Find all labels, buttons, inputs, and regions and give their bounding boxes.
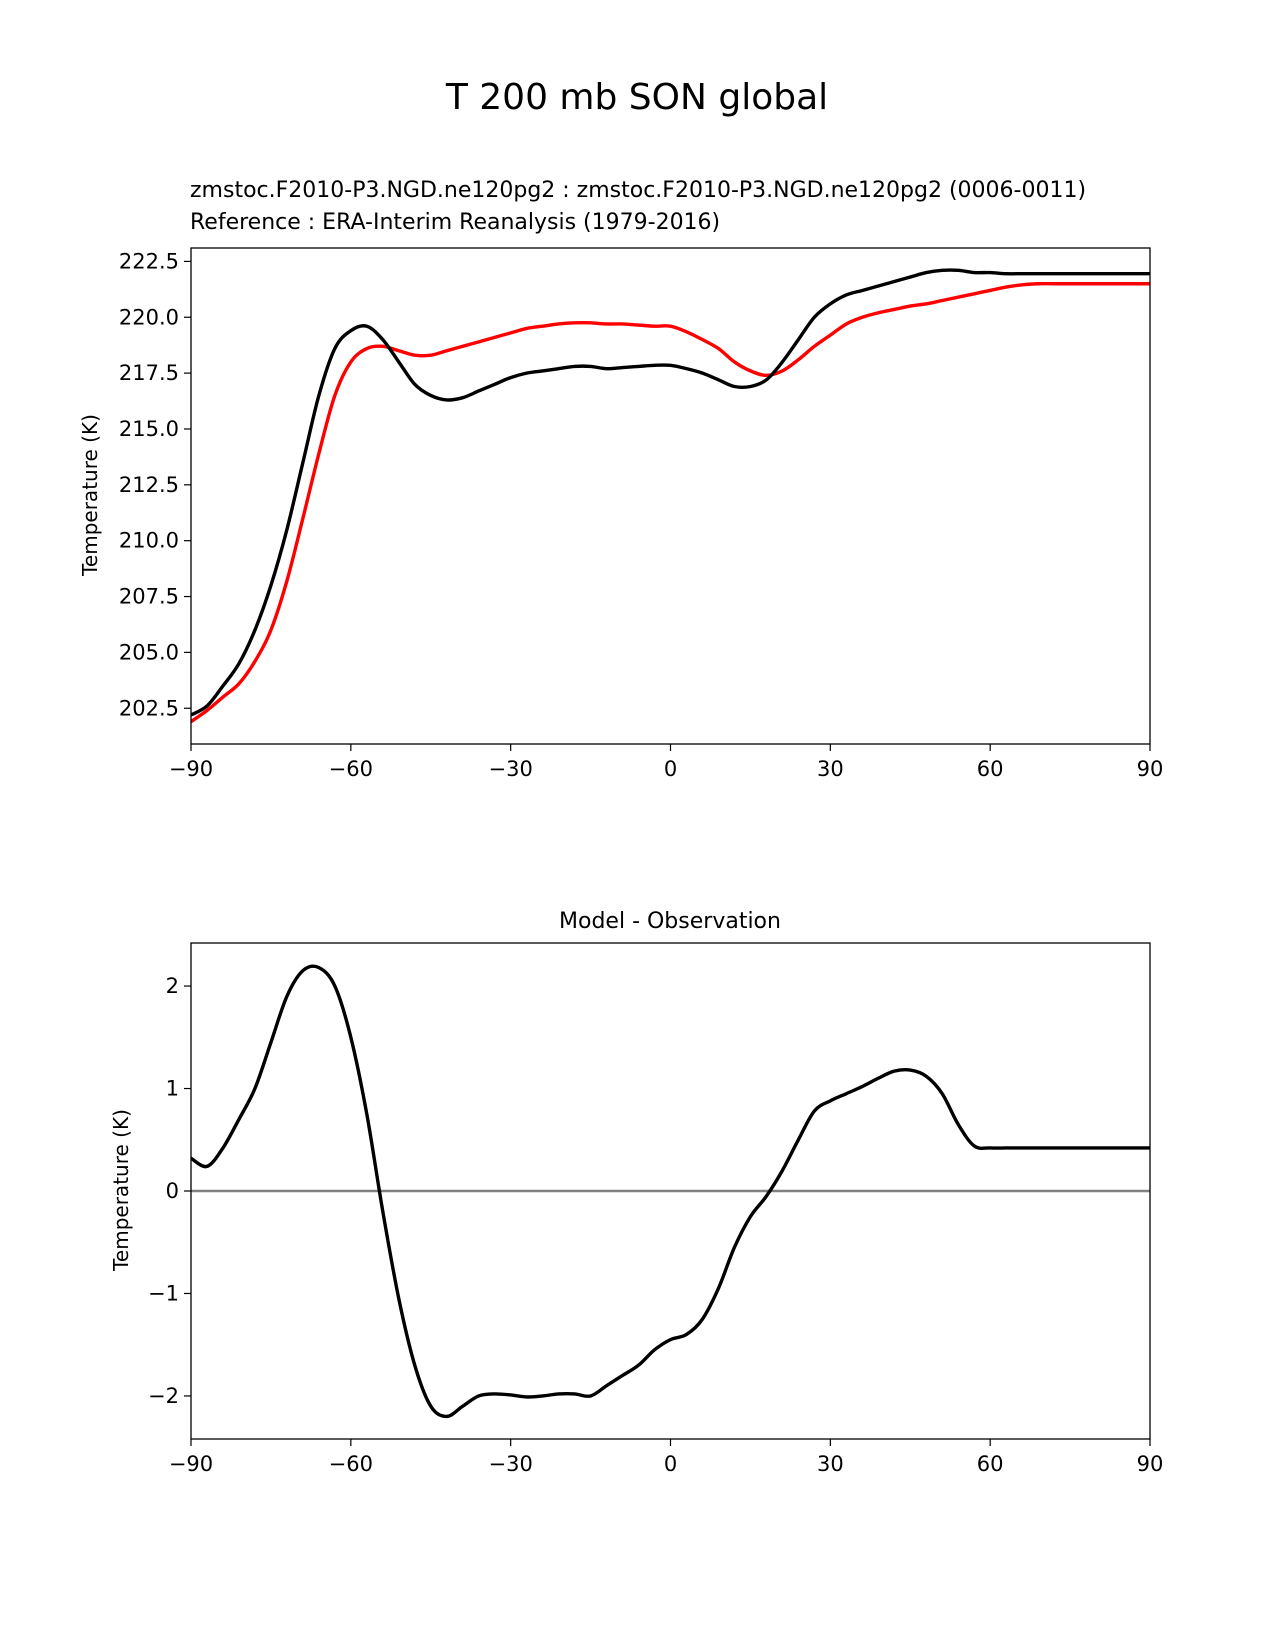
x-tick-label: 0 xyxy=(664,757,677,781)
top-y-axis-label: Temperature (K) xyxy=(78,414,102,577)
y-tick-label: 222.5 xyxy=(119,249,179,273)
x-tick-label: −90 xyxy=(169,757,213,781)
x-tick-label: 30 xyxy=(817,1452,844,1476)
y-tick-label: 215.0 xyxy=(119,417,179,441)
x-tick-label: 90 xyxy=(1137,1452,1164,1476)
bottom-y-axis-label: Temperature (K) xyxy=(109,1109,133,1272)
y-tick-label: 0 xyxy=(166,1179,179,1203)
x-tick-label: −60 xyxy=(329,1452,373,1476)
series-line-model-observation xyxy=(191,964,1150,1419)
x-tick-label: 60 xyxy=(977,1452,1004,1476)
y-tick-label: 217.5 xyxy=(119,361,179,385)
bottom-panel-title: Model - Observation xyxy=(559,909,781,934)
y-tick-label: −2 xyxy=(148,1384,179,1408)
y-tick-label: 202.5 xyxy=(119,696,179,720)
y-tick-label: 220.0 xyxy=(119,305,179,329)
x-tick-label: 60 xyxy=(977,757,1004,781)
x-tick-label: 0 xyxy=(664,1452,677,1476)
series-line-era-interim-reanalysis xyxy=(191,281,1150,724)
y-tick-label: 1 xyxy=(166,1077,179,1101)
bottom-panel: Model - Observation Temperature (K) −90 −… xyxy=(109,909,1163,1476)
x-tick-label: −90 xyxy=(169,1452,213,1476)
x-tick-label: −30 xyxy=(489,757,533,781)
reference-title: Reference : ERA-Interim Reanalysis (1979… xyxy=(190,210,720,235)
y-tick-label: −1 xyxy=(148,1281,179,1305)
y-tick-label: 205.0 xyxy=(119,640,179,664)
top-plot-frame xyxy=(190,247,1151,745)
x-tick-label: 30 xyxy=(817,757,844,781)
top-panel: zmstoc.F2010-P3.NGD.ne120pg2 : zmstoc.F2… xyxy=(78,178,1163,781)
y-tick-label: 212.5 xyxy=(119,473,179,497)
figure-title: T 200 mb SON global xyxy=(445,77,828,118)
x-tick-label: −30 xyxy=(489,1452,533,1476)
series-line-zmstoc-f2010-p3-ngd-ne120pg2 xyxy=(191,268,1150,717)
test-run-title: zmstoc.F2010-P3.NGD.ne120pg2 : zmstoc.F2… xyxy=(190,178,1086,203)
x-tick-label: −60 xyxy=(329,757,373,781)
y-tick-label: 207.5 xyxy=(119,585,179,609)
x-tick-label: 90 xyxy=(1137,757,1164,781)
y-tick-label: 210.0 xyxy=(119,529,179,553)
y-tick-label: 2 xyxy=(166,974,179,998)
bottom-plot-frame xyxy=(190,942,1151,1440)
